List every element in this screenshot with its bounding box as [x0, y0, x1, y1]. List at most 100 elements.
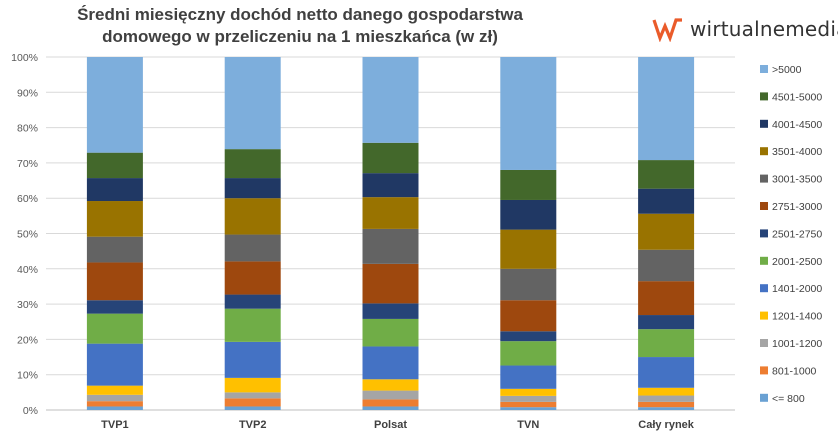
- y-tick-label: 70%: [17, 158, 38, 170]
- bar-segment: [500, 395, 557, 402]
- bar-segment: [224, 234, 281, 262]
- legend-swatch: [760, 147, 768, 156]
- logo-text: wirtualnemedia: [690, 17, 838, 41]
- bar-segment: [500, 300, 557, 332]
- bar-segment: [362, 390, 419, 400]
- bars: [86, 57, 695, 410]
- y-tick-label: 10%: [17, 370, 38, 382]
- bar-segment: [638, 160, 695, 189]
- bar-segment: [362, 303, 419, 319]
- legend-swatch: [760, 202, 768, 210]
- x-axis: TVP1 TVP2 Polsat TVN Cały rynek: [101, 419, 695, 431]
- legend-label: 1401-2000: [772, 283, 822, 295]
- y-tick-label: 20%: [17, 334, 38, 346]
- legend-label: 3501-4000: [772, 146, 822, 158]
- bar-segment: [638, 213, 695, 250]
- bar-segment: [224, 377, 281, 393]
- legend-label: 4501-5000: [772, 91, 822, 103]
- bar-segment: [638, 188, 695, 214]
- bar-segment: [224, 178, 281, 199]
- bar-segment: [362, 197, 419, 229]
- legend-swatch: [760, 229, 768, 238]
- bar-segment: [500, 169, 557, 200]
- bar-segment: [638, 357, 695, 388]
- legend: >5000 4501-5000 4001-4500 3501-4000 3001-350…: [760, 64, 822, 405]
- bar-segment: [362, 57, 419, 143]
- bar-segment: [362, 318, 419, 347]
- legend-label: 2751-3000: [772, 201, 822, 213]
- legend-swatch: [760, 119, 768, 128]
- legend-swatch: [760, 393, 768, 402]
- chart-title-line-1: Średni miesięczny dochód netto danego go…: [77, 5, 523, 24]
- x-tick-label: Cały rynek: [638, 419, 695, 431]
- bar-segment: [362, 173, 419, 198]
- bar-segment: [500, 341, 557, 366]
- bar-segment: [86, 385, 143, 395]
- legend-swatch: [760, 339, 768, 347]
- bar-segment: [86, 313, 143, 344]
- y-tick-label: 90%: [17, 87, 38, 99]
- legend-label: 2501-2750: [772, 228, 822, 240]
- x-tick-label: Polsat: [374, 419, 407, 431]
- legend-swatch: [760, 366, 768, 375]
- bar-segment: [638, 329, 695, 358]
- bar-segment: [500, 401, 557, 408]
- bar-segment: [86, 178, 143, 202]
- bar-segment: [224, 392, 281, 399]
- y-tick-label: 30%: [17, 299, 38, 311]
- bar-segment: [224, 294, 281, 309]
- legend-label: 1201-1400: [772, 311, 822, 323]
- bar-segment: [224, 341, 281, 378]
- bar-segment: [362, 406, 419, 410]
- legend-label: 3001-3500: [772, 174, 822, 186]
- bar-segment: [638, 315, 695, 330]
- legend-swatch: [760, 65, 768, 73]
- bar-segment: [224, 149, 281, 179]
- bar-segment: [362, 399, 419, 407]
- x-tick-label: TVP2: [239, 419, 267, 431]
- wirtualnemedia-logo: wirtualnemedia: [652, 14, 838, 44]
- bar-segment: [362, 228, 419, 264]
- bar-segment: [638, 401, 695, 408]
- legend-label: 801-1000: [772, 365, 817, 377]
- bar-segment: [86, 300, 143, 314]
- y-tick-label: 0%: [23, 405, 38, 417]
- bar-segment: [500, 407, 557, 410]
- y-tick-label: 40%: [17, 264, 38, 276]
- bar-segment: [362, 263, 419, 304]
- wm-logo-icon: [652, 18, 682, 42]
- bar-segment: [500, 57, 557, 170]
- bar-segment: [638, 387, 695, 396]
- bar-segment: [638, 249, 695, 282]
- bar-segment: [86, 401, 143, 407]
- bar-segment: [500, 229, 557, 269]
- bar-segment: [224, 406, 281, 410]
- y-axis: 0% 10% 20% 30% 40% 50% 60% 70% 80% 90% 100%: [11, 52, 38, 417]
- legend-swatch: [760, 92, 768, 101]
- legend-swatch: [760, 174, 768, 183]
- bar-segment: [500, 199, 557, 230]
- y-tick-label: 50%: [17, 229, 38, 241]
- bar-segment: [86, 236, 143, 263]
- bar-segment: [638, 281, 695, 316]
- bar-segment: [86, 343, 143, 386]
- bar-segment: [638, 407, 695, 410]
- bar-segment: [86, 57, 143, 153]
- chart-title: Średni miesięczny dochód netto danego go…: [60, 4, 540, 48]
- bar-segment: [362, 346, 419, 380]
- bar-segment: [500, 331, 557, 342]
- legend-label: 2001-2500: [772, 256, 822, 268]
- legend-label: >5000: [772, 64, 802, 76]
- bar-segment: [224, 308, 281, 342]
- chart-title-line-2: domowego w przeliczeniu na 1 mieszkańca …: [102, 27, 498, 46]
- x-tick-label: TVP1: [101, 419, 129, 431]
- bar-segment: [224, 398, 281, 407]
- bar-segment: [86, 152, 143, 179]
- bar-segment: [500, 268, 557, 301]
- legend-label: 4001-4500: [772, 119, 822, 131]
- bar-segment: [86, 394, 143, 402]
- bar-segment: [500, 365, 557, 389]
- bar-segment: [86, 262, 143, 301]
- y-tick-label: 60%: [17, 193, 38, 205]
